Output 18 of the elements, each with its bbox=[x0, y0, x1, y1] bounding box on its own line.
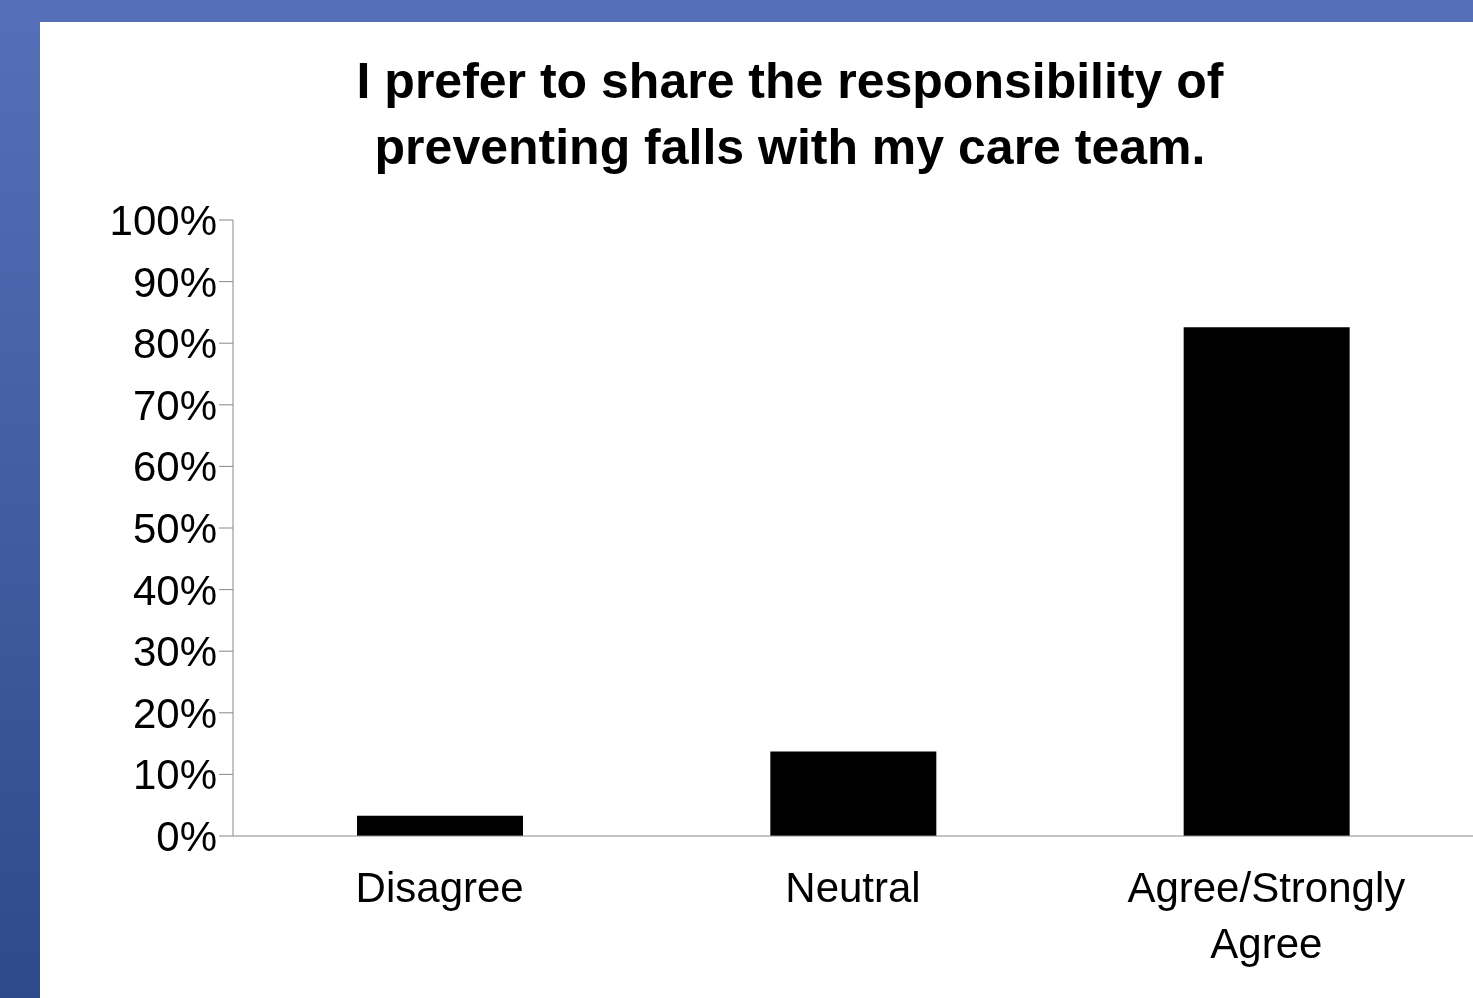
bar bbox=[1183, 327, 1350, 836]
chart-title: I prefer to share the responsibility of preventing falls with my care team. bbox=[355, 52, 1225, 177]
y-tick-label: 80% bbox=[132, 320, 217, 368]
y-tick-label: 60% bbox=[132, 443, 217, 491]
y-tick-label: 0% bbox=[156, 812, 217, 860]
y-tick-label: 90% bbox=[132, 258, 217, 306]
x-tick-label: Neutral bbox=[785, 864, 921, 911]
y-tick-label: 50% bbox=[132, 504, 217, 552]
y-tick-label: 70% bbox=[132, 381, 217, 429]
x-tick-label: Disagree bbox=[355, 864, 524, 911]
y-tick-label: 30% bbox=[132, 628, 217, 676]
x-tick-label: Agree/Strongly Agree bbox=[1127, 864, 1406, 967]
bar bbox=[770, 751, 937, 836]
y-tick-label: 10% bbox=[132, 751, 217, 799]
y-tick-label: 100% bbox=[109, 196, 217, 244]
y-tick-label: 20% bbox=[132, 689, 217, 737]
y-tick-label: 40% bbox=[132, 566, 217, 614]
bar bbox=[357, 815, 523, 836]
